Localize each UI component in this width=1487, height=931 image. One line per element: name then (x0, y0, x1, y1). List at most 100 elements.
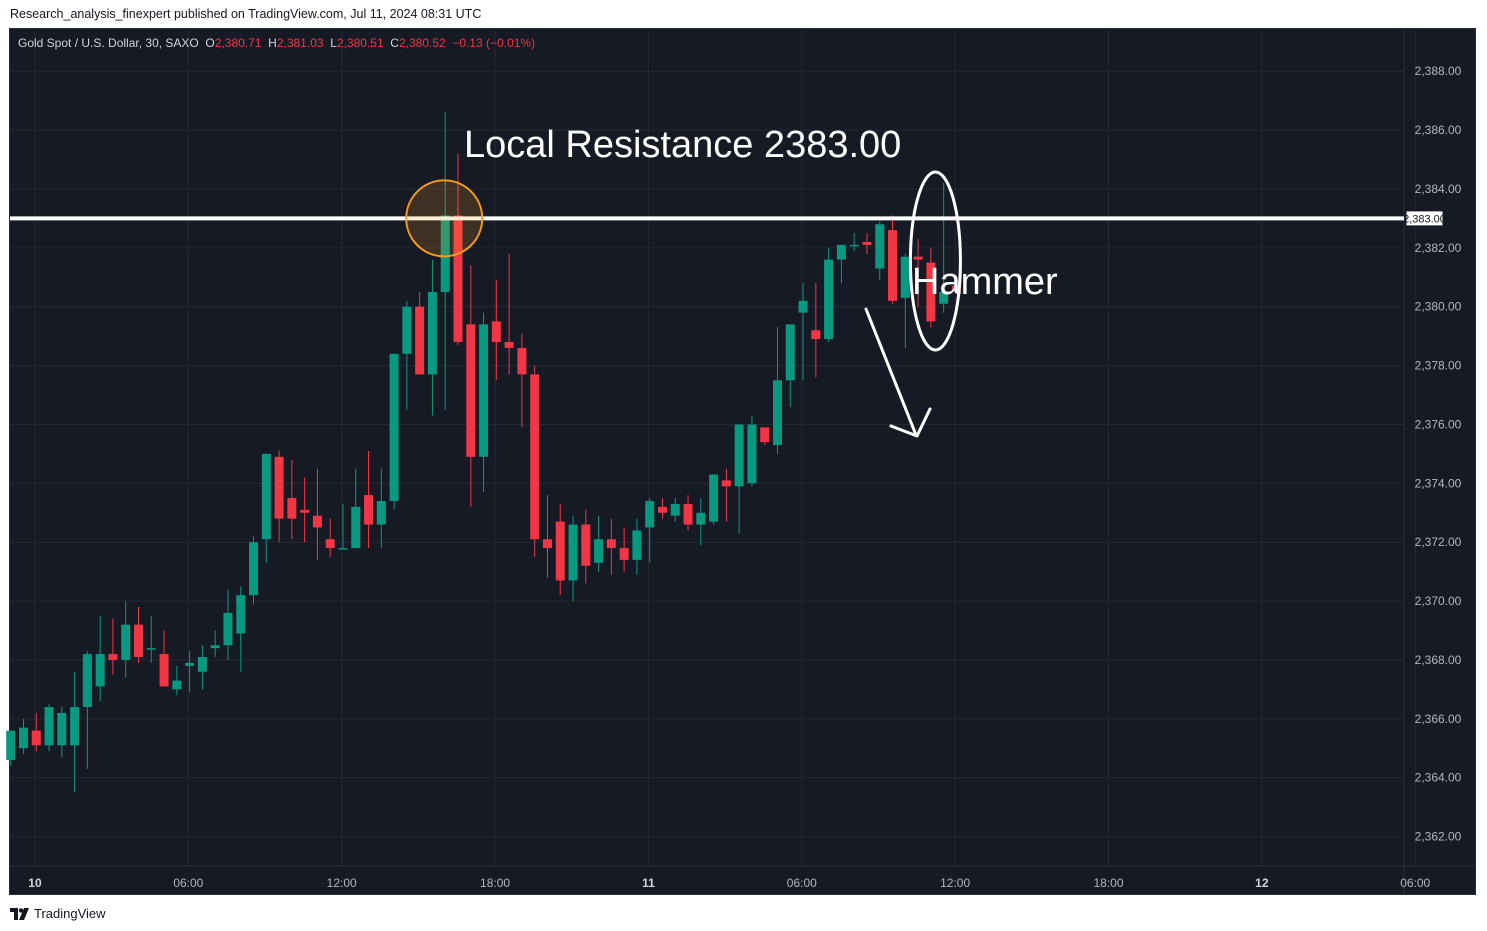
candle-body (453, 215, 463, 343)
bullish-candle (223, 589, 233, 660)
bearish-candle (159, 630, 169, 687)
candle-body (325, 539, 335, 549)
candle-body (274, 456, 284, 519)
bullish-candle (249, 536, 259, 605)
resistance-annotation: Local Resistance 2383.00 (464, 124, 901, 166)
bullish-candle (18, 718, 28, 755)
symbol-name[interactable]: Gold Spot / U.S. Dollar, 30, SAXO (18, 36, 199, 50)
price-axis: 2,362.00 2,364.00 2,366.00 2,368.00 2,370.00… (1415, 64, 1462, 843)
candle-body (683, 503, 693, 525)
candle-body (223, 612, 233, 646)
candle-body (31, 730, 41, 746)
candle-body (747, 424, 757, 484)
bullish-candle (632, 518, 642, 575)
candle-body (875, 224, 885, 269)
highlight-circle (405, 179, 484, 258)
bullish-candle (261, 453, 271, 563)
candle-body (134, 624, 143, 657)
candle-body (721, 480, 731, 487)
bullish-candle (6, 730, 16, 766)
bearish-candle (300, 477, 310, 543)
bearish-candle (760, 427, 770, 446)
candle-body (542, 539, 552, 549)
bearish-candle (606, 518, 616, 575)
bearish-candle (312, 468, 322, 560)
time-tick-label: 18:00 (1093, 876, 1123, 890)
candle-body (427, 291, 437, 375)
time-tick-label: 12:00 (940, 876, 970, 890)
candle-body (939, 291, 949, 304)
candle-body (504, 342, 514, 348)
candle-body (312, 515, 322, 528)
price-tick-label: 2,372.00 (1415, 535, 1462, 549)
bearish-candle (657, 498, 667, 519)
candle-body (261, 453, 271, 540)
bearish-candle (491, 280, 501, 381)
bearish-candle (581, 509, 591, 584)
bullish-candle (696, 498, 706, 546)
low-value: 2,380.51 (336, 36, 384, 50)
candle-body (197, 657, 207, 672)
time-tick-label: 12:00 (327, 876, 357, 890)
candle-body (210, 645, 220, 649)
candle-body (159, 654, 169, 687)
candle-body (440, 215, 450, 292)
open-label: O (205, 36, 215, 50)
bullish-candle (939, 183, 949, 313)
candle-body (734, 424, 744, 487)
candle-body (415, 306, 425, 375)
candle-body (594, 539, 604, 563)
bearish-candle (951, 276, 961, 292)
candle-body (44, 707, 54, 746)
bullish-candle (389, 353, 399, 510)
bullish-candle (70, 671, 80, 793)
bearish-candle (619, 527, 629, 572)
bullish-candle (594, 515, 604, 572)
bullish-candle (824, 247, 834, 343)
bearish-candle (555, 503, 565, 596)
tradingview-logo-icon (10, 907, 29, 920)
candle-body (632, 530, 642, 560)
candle-body (108, 654, 118, 660)
footer-brand[interactable]: TradingView (10, 906, 106, 921)
bullish-candle (197, 645, 207, 690)
price-tick-label: 2,376.00 (1415, 417, 1462, 431)
bullish-candle (338, 503, 348, 550)
time-tick-label: 06:00 (787, 876, 817, 890)
candle-body (581, 524, 591, 566)
candle-body (287, 498, 297, 519)
candle-body (568, 524, 578, 581)
price-tick-label: 2,386.00 (1415, 123, 1462, 137)
candle-body (811, 330, 821, 340)
candle-body (670, 503, 680, 516)
candle-body (121, 624, 131, 660)
high-label: H (268, 36, 277, 50)
candle-body (888, 230, 898, 301)
candle-body (555, 521, 565, 581)
change-value: −0.13 (−0.01%) (452, 36, 536, 50)
candle-body (606, 539, 616, 549)
time-tick-label: 06:00 (1400, 876, 1430, 890)
candle-body (619, 548, 629, 560)
candle-body (95, 654, 105, 687)
bearish-candle (325, 518, 335, 557)
candle-body (760, 427, 770, 443)
down-arrow (864, 307, 932, 438)
hammer-annotation: Hammer (912, 261, 1058, 303)
candle-body (900, 256, 910, 298)
bearish-candle (913, 239, 923, 307)
candle-body (172, 680, 182, 690)
bearish-candle (542, 495, 552, 578)
candle-body (530, 374, 540, 540)
price-tick-label: 2,382.00 (1415, 241, 1462, 255)
time-tick-label: 18:00 (480, 876, 510, 890)
bearish-candle (504, 253, 514, 375)
bearish-candle (530, 365, 540, 557)
bullish-candle (402, 300, 412, 410)
price-tick-label: 2,380.00 (1415, 300, 1462, 314)
time-tick-label: 11 (642, 876, 655, 890)
hammer-ellipse (908, 170, 962, 352)
candle-body (836, 244, 846, 260)
price-tick-label: 2,384.00 (1415, 182, 1462, 196)
